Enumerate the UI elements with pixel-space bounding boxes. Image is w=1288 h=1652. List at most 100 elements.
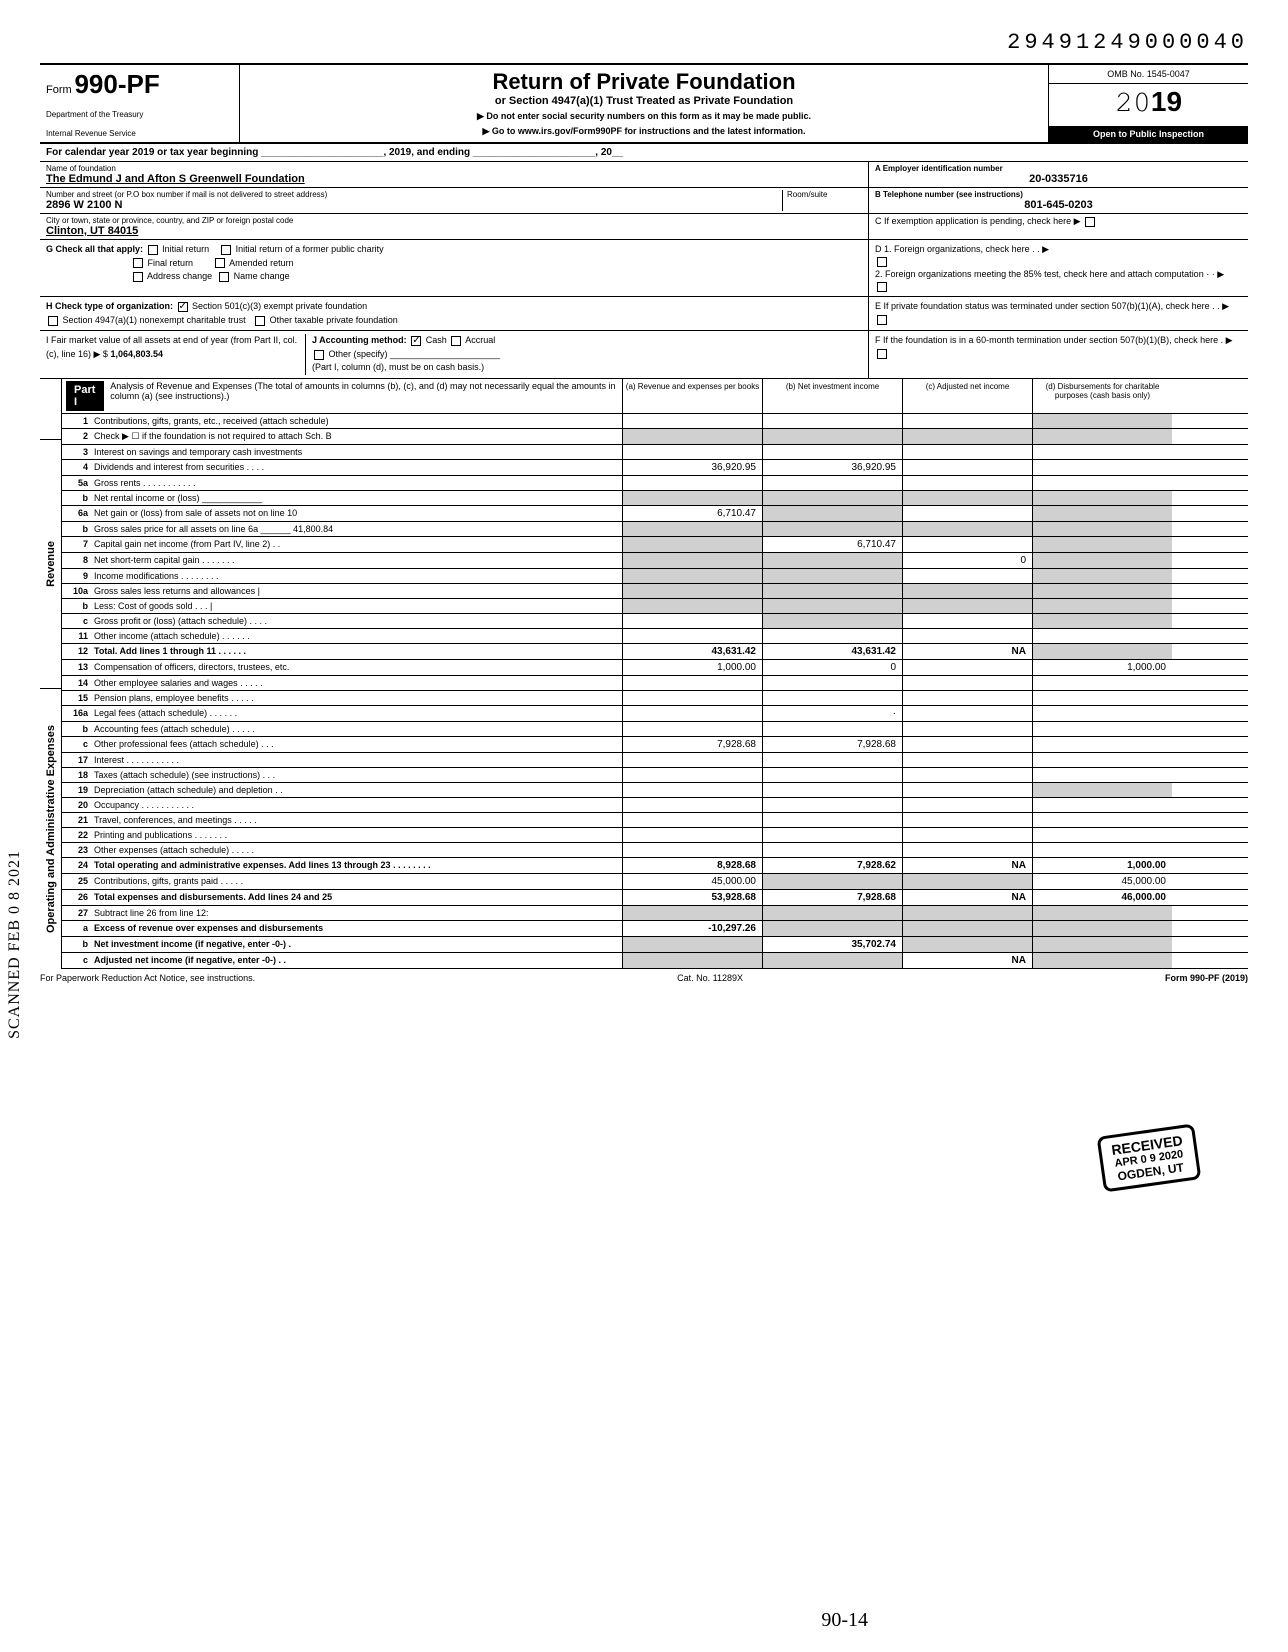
cell-col-b: [762, 722, 902, 736]
table-row: 19Depreciation (attach schedule) and dep…: [62, 783, 1248, 798]
cell-col-d: [1032, 414, 1172, 428]
cell-col-d: [1032, 644, 1172, 659]
cell-col-d: [1032, 737, 1172, 752]
cell-col-a: 7,928.68: [622, 737, 762, 752]
part1-header-row: Part I Analysis of Revenue and Expenses …: [62, 379, 1248, 414]
opt-final: Final return: [148, 258, 194, 268]
opt-amended: Amended return: [229, 258, 294, 268]
part1-title: Analysis of Revenue and Expenses (The to…: [110, 381, 618, 401]
received-stamp: RECEIVED APR 0 9 2020 OGDEN, UT: [1097, 1123, 1201, 1192]
line-text: Printing and publications . . . . . . .: [94, 830, 618, 840]
chk-initial[interactable]: [148, 245, 158, 255]
cell-col-a: [622, 414, 762, 428]
line-text: Occupancy . . . . . . . . . . .: [94, 800, 618, 810]
cell-col-c: [902, 599, 1032, 613]
cell-col-b: [762, 921, 902, 936]
chk-accrual[interactable]: [451, 336, 461, 346]
ssn-warning: ▶ Do not enter social security numbers o…: [246, 111, 1042, 122]
cell-col-a: [622, 537, 762, 552]
line-text: Taxes (attach schedule) (see instruction…: [94, 770, 618, 780]
table-row: 4Dividends and interest from securities …: [62, 460, 1248, 476]
cell-col-b: [762, 506, 902, 521]
cell-col-b: [762, 828, 902, 842]
cell-col-a: [622, 722, 762, 736]
cell-col-c: [902, 522, 1032, 536]
chk-address[interactable]: [133, 272, 143, 282]
c-checkbox[interactable]: [1085, 217, 1095, 227]
cell-col-b: [762, 906, 902, 920]
cell-col-d: [1032, 537, 1172, 552]
d2-85test: 2. Foreign organizations meeting the 85%…: [875, 268, 1242, 281]
catalog-number: Cat. No. 11289X: [677, 973, 743, 983]
chk-other-method[interactable]: [314, 350, 324, 360]
table-row: 20Occupancy . . . . . . . . . . .: [62, 798, 1248, 813]
line-text: Capital gain net income (from Part IV, l…: [94, 539, 618, 549]
cell-col-d: [1032, 491, 1172, 505]
table-row: 24Total operating and administrative exp…: [62, 858, 1248, 874]
d1-checkbox[interactable]: [877, 257, 887, 267]
cell-col-d: [1032, 691, 1172, 705]
chk-final[interactable]: [133, 258, 143, 268]
line-text: Net gain or (loss) from sale of assets n…: [94, 508, 618, 518]
cell-col-a: 53,928.68: [622, 890, 762, 905]
line-number: c: [66, 739, 94, 749]
chk-cash[interactable]: [411, 336, 421, 346]
chk-other-tax[interactable]: [255, 316, 265, 326]
line-number: 15: [66, 693, 94, 703]
chk-name[interactable]: [219, 272, 229, 282]
cell-col-c: 0: [902, 553, 1032, 568]
line-text: Net short-term capital gain . . . . . . …: [94, 555, 618, 565]
cell-col-c: NA: [902, 858, 1032, 873]
chk-amended[interactable]: [215, 258, 225, 268]
line-text: Adjusted net income (if negative, enter …: [94, 955, 618, 965]
chk-initial-former[interactable]: [221, 245, 231, 255]
table-row: 23Other expenses (attach schedule) . . .…: [62, 843, 1248, 858]
opt-initial-former: Initial return of a former public charit…: [236, 244, 384, 254]
cell-col-b: [762, 599, 902, 613]
table-row: 3Interest on savings and temporary cash …: [62, 445, 1248, 460]
table-row: 15Pension plans, employee benefits . . .…: [62, 691, 1248, 706]
cell-col-c: [902, 874, 1032, 889]
cell-col-d: 46,000.00: [1032, 890, 1172, 905]
handwritten-note: 90-14: [821, 1609, 868, 1632]
d1-foreign: D 1. Foreign organizations, check here .…: [875, 243, 1242, 256]
opt-4947: Section 4947(a)(1) nonexempt charitable …: [63, 315, 246, 325]
cell-col-d: [1032, 798, 1172, 812]
cell-col-b: [762, 614, 902, 628]
line-number: 7: [66, 539, 94, 549]
cell-col-d: [1032, 828, 1172, 842]
line-text: Pension plans, employee benefits . . . .…: [94, 693, 618, 703]
chk-4947[interactable]: [48, 316, 58, 326]
line-number: c: [66, 616, 94, 626]
line-number: 4: [66, 462, 94, 472]
line-text: Interest . . . . . . . . . . .: [94, 755, 618, 765]
table-row: 16aLegal fees (attach schedule) . . . . …: [62, 706, 1248, 722]
cell-col-c: [902, 445, 1032, 459]
cell-col-a: 6,710.47: [622, 506, 762, 521]
cell-col-c: [902, 722, 1032, 736]
f-checkbox[interactable]: [877, 349, 887, 359]
cell-col-a: 45,000.00: [622, 874, 762, 889]
ein-label: A Employer identification number: [875, 164, 1242, 173]
cell-col-d: [1032, 629, 1172, 643]
cell-col-a: 1,000.00: [622, 660, 762, 675]
cell-col-a: [622, 843, 762, 857]
calendar-year-line: For calendar year 2019 or tax year begin…: [40, 144, 1248, 162]
cell-col-c: [902, 506, 1032, 521]
line-text: Subtract line 26 from line 12:: [94, 908, 618, 918]
chk-501c3[interactable]: [178, 302, 188, 312]
cell-col-c: [902, 843, 1032, 857]
foundation-name: The Edmund J and Afton S Greenwell Found…: [46, 173, 862, 185]
line-number: 11: [66, 631, 94, 641]
line-text: Income modifications . . . . . . . .: [94, 571, 618, 581]
table-row: 6aNet gain or (loss) from sale of assets…: [62, 506, 1248, 522]
table-row: 22Printing and publications . . . . . . …: [62, 828, 1248, 843]
cell-col-a: [622, 691, 762, 705]
cell-col-b: 36,920.95: [762, 460, 902, 475]
cell-col-d: [1032, 843, 1172, 857]
line-number: 10a: [66, 586, 94, 596]
h-label: H Check type of organization:: [46, 301, 173, 311]
street-address: 2896 W 2100 N: [46, 199, 782, 211]
e-checkbox[interactable]: [877, 315, 887, 325]
d2-checkbox[interactable]: [877, 282, 887, 292]
